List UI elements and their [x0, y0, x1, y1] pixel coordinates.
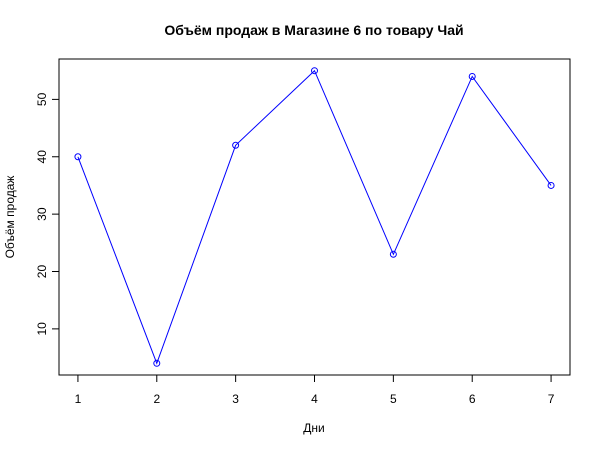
y-axis-label: Объём продаж: [3, 176, 17, 259]
chart-title: Объём продаж в Магазине 6 по товару Чай: [164, 22, 463, 38]
x-tick-label: 5: [390, 392, 397, 406]
y-tick-label: 20: [35, 265, 49, 279]
y-axis: 10 20 30 40 50: [35, 92, 60, 336]
data-point: [74, 153, 82, 161]
data-point: [153, 359, 161, 367]
series-tea-sales: [74, 67, 555, 367]
data-point: [389, 250, 397, 258]
x-axis-label: Дни: [303, 421, 324, 435]
x-axis: 1 2 3 4 5 6 7: [75, 374, 555, 406]
y-tick-label: 10: [35, 322, 49, 336]
x-tick-label: 1: [75, 392, 82, 406]
data-point: [547, 181, 555, 189]
x-tick-label: 6: [469, 392, 476, 406]
data-point: [311, 67, 318, 75]
series-line: [77, 69, 552, 365]
y-tick-label: 30: [35, 207, 49, 221]
y-tick-label: 50: [35, 92, 49, 106]
y-tick-label: 40: [35, 150, 49, 164]
x-tick-label: 2: [153, 392, 160, 406]
x-tick-label: 4: [311, 392, 318, 406]
x-tick-label: 3: [232, 392, 239, 406]
data-point: [232, 141, 240, 149]
x-tick-label: 7: [548, 392, 555, 406]
data-point: [468, 72, 476, 80]
